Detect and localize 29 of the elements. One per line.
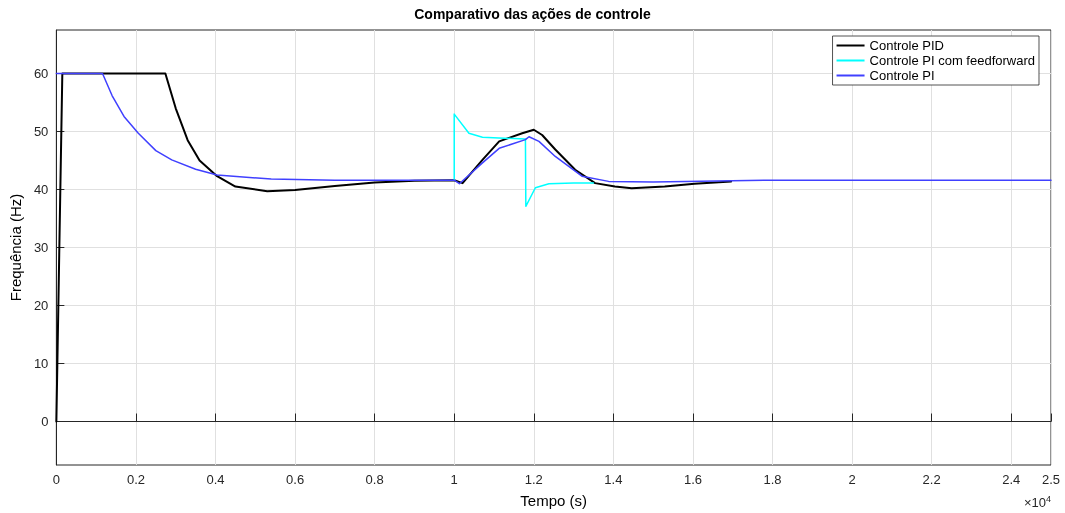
x-tick-label: 1.6 [683,472,702,487]
legend-label: Controle PI [869,68,935,83]
line-series [55,72,1052,185]
legend-label: Controle PID [869,38,944,53]
y-tick-label: 30 [33,240,49,255]
x-tick-label: 2.4 [1002,472,1021,487]
y-tick-label: 40 [33,182,49,197]
x-tick-label: 0.6 [286,472,305,487]
x-tick-label: 1.8 [763,472,782,487]
x-axis-title: Tempo (s) [520,492,588,509]
legend-label: Controle PI com feedforward [869,53,1035,68]
x-tick-label: 2.2 [922,472,941,487]
x-tick-label: 2.5 [1041,472,1061,487]
x-tick-label: 0.8 [365,472,384,487]
y-tick-label: 0 [41,414,49,429]
y-tick-label: 10 [33,356,49,371]
x-tick-label: 2 [848,472,856,487]
chart-title: Comparativo das ações de controle [414,6,651,22]
y-tick-label: 20 [33,298,49,313]
y-tick-label: 50 [33,124,49,139]
y-tick-label: 60 [33,66,49,81]
y-axis-title: Frequência (Hz) [7,193,24,302]
x-tick-label: 1.2 [524,472,543,487]
x-tick-label: 0.2 [126,472,145,487]
x-tick-label: 1.4 [604,472,623,487]
x-tick-label: 1 [450,472,458,487]
x-tick-label: 0 [52,472,60,487]
line-series [453,113,595,208]
x-tick-label: 0.4 [206,472,225,487]
